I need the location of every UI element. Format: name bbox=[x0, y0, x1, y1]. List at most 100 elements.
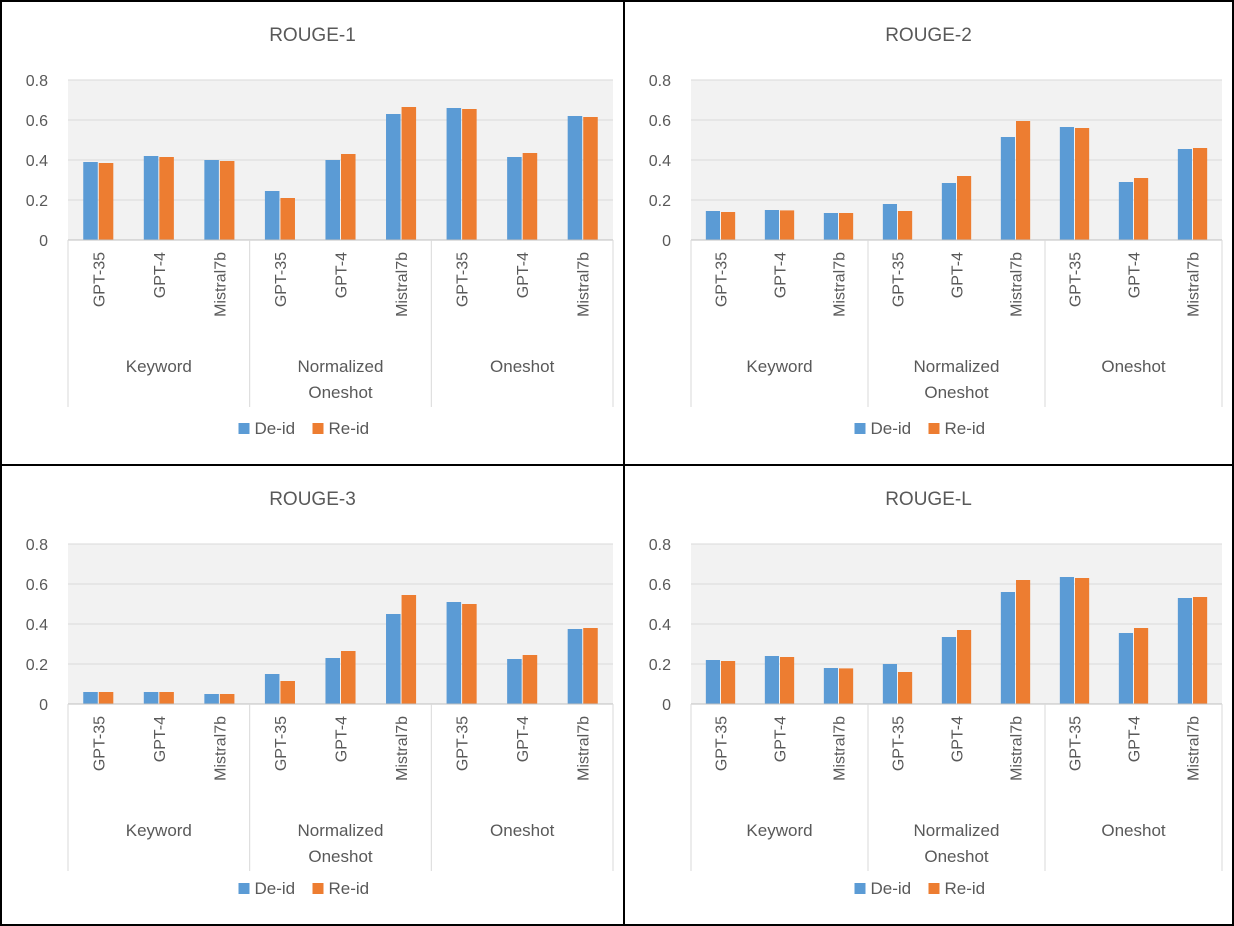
legend-swatch bbox=[854, 883, 866, 894]
bar-de-id bbox=[882, 664, 897, 704]
bar-re-id bbox=[1016, 580, 1031, 704]
x-tick-label: GPT-35 bbox=[1068, 252, 1085, 307]
bar-re-id bbox=[1075, 578, 1090, 704]
x-tick-label: Mistral7b bbox=[1186, 252, 1203, 317]
group-label: Keyword bbox=[126, 821, 192, 840]
x-tick-label: GPT-35 bbox=[714, 252, 731, 307]
bar-de-id bbox=[1000, 137, 1015, 240]
y-tick-label: 0.4 bbox=[26, 617, 48, 634]
bar-re-id bbox=[898, 672, 913, 704]
bar-re-id bbox=[780, 657, 795, 704]
x-tick-label: GPT-4 bbox=[950, 716, 967, 762]
x-tick-label: Mistral7b bbox=[212, 716, 229, 781]
bar-re-id bbox=[401, 595, 417, 704]
x-tick-label: GPT-4 bbox=[152, 252, 169, 298]
group-label: Oneshot bbox=[490, 821, 555, 840]
legend-label: Re-id bbox=[945, 419, 986, 438]
x-tick-label: GPT-35 bbox=[714, 716, 731, 771]
group-label: Oneshot bbox=[308, 383, 373, 402]
x-tick-label: GPT-35 bbox=[455, 716, 472, 771]
bar-de-id bbox=[507, 659, 522, 704]
x-tick-label: GPT-35 bbox=[1068, 716, 1085, 771]
bar-de-id bbox=[1059, 577, 1074, 704]
x-tick-label: Mistral7b bbox=[394, 252, 411, 317]
group-label: Normalized bbox=[914, 821, 1000, 840]
x-tick-label: GPT-35 bbox=[273, 716, 290, 771]
x-tick-label: GPT-35 bbox=[91, 716, 108, 771]
bar-re-id bbox=[1193, 148, 1208, 240]
legend-label: De-id bbox=[255, 419, 296, 438]
x-tick-label: GPT-4 bbox=[1127, 252, 1144, 298]
bar-de-id bbox=[1000, 592, 1015, 704]
bar-de-id bbox=[446, 602, 462, 704]
y-tick-label: 0.4 bbox=[649, 153, 671, 170]
bar-de-id bbox=[325, 160, 340, 240]
y-tick-label: 0.4 bbox=[649, 617, 671, 634]
x-tick-label: GPT-35 bbox=[891, 716, 908, 771]
bar-de-id bbox=[143, 692, 159, 704]
bar-re-id bbox=[957, 630, 972, 704]
legend-swatch bbox=[854, 423, 866, 434]
x-tick-label: Mistral7b bbox=[832, 716, 849, 781]
bar-de-id bbox=[386, 614, 401, 704]
bar-re-id bbox=[280, 198, 295, 240]
bar-re-id bbox=[839, 668, 854, 704]
y-tick-label: 0.8 bbox=[26, 73, 48, 90]
legend-swatch bbox=[238, 423, 250, 434]
bar-re-id bbox=[898, 211, 913, 240]
rouge-2-panel: ROUGE-2 0 0.2 0.4 0.6 0.8 GPT-35 GPT-4 Mistral7b… bbox=[623, 0, 1234, 466]
y-tick-label: 0.6 bbox=[26, 113, 48, 130]
y-tick-label: 0.2 bbox=[649, 193, 671, 210]
y-tick-label: 0.6 bbox=[26, 577, 48, 594]
legend-swatch bbox=[312, 883, 324, 894]
bar-re-id bbox=[780, 210, 795, 240]
x-tick-label: Mistral7b bbox=[576, 716, 593, 781]
legend-label: De-id bbox=[871, 879, 912, 898]
legend-label: Re-id bbox=[329, 879, 370, 898]
x-tick-label: GPT-4 bbox=[334, 716, 351, 762]
y-tick-label: 0 bbox=[662, 697, 671, 714]
bar-re-id bbox=[721, 212, 736, 240]
group-label: Oneshot bbox=[490, 357, 555, 376]
x-tick-label: GPT-35 bbox=[273, 252, 290, 307]
y-tick-label: 0 bbox=[39, 233, 48, 250]
x-tick-label: GPT-35 bbox=[91, 252, 108, 307]
x-tick-label: GPT-4 bbox=[950, 252, 967, 298]
bar-re-id bbox=[341, 154, 356, 240]
rouge-3-panel: ROUGE-3 0 0.2 0.4 0.6 0.8 GPT-35 GPT-4 Mistral7b… bbox=[0, 464, 625, 926]
rouge-1-panel: ROUGE-1 0 0.2 0.4 0.6 0.8 GPT-35 GPT-4 Mistral7b… bbox=[0, 0, 625, 466]
bar-de-id bbox=[764, 656, 779, 704]
x-tick-label: GPT-4 bbox=[773, 716, 790, 762]
bar-de-id bbox=[823, 213, 838, 240]
bar-de-id bbox=[764, 210, 779, 240]
bar-re-id bbox=[159, 157, 174, 240]
bar-re-id bbox=[1193, 597, 1208, 704]
bar-de-id bbox=[1059, 127, 1074, 240]
bar-re-id bbox=[957, 176, 972, 240]
bar-de-id bbox=[507, 157, 522, 240]
y-tick-label: 0.2 bbox=[649, 657, 671, 674]
bar-de-id bbox=[941, 637, 956, 704]
bar-de-id bbox=[1118, 633, 1133, 704]
bar-de-id bbox=[567, 116, 583, 240]
group-label: Oneshot bbox=[924, 847, 989, 866]
bar-re-id bbox=[401, 107, 417, 240]
bar-re-id bbox=[1134, 628, 1149, 704]
group-label: Normalized bbox=[298, 357, 384, 376]
chart-svg: ROUGE-2 0 0.2 0.4 0.6 0.8 GPT-35 GPT-4 Mistral7b… bbox=[649, 25, 1223, 438]
y-tick-label: 0.8 bbox=[26, 537, 48, 554]
bar-re-id bbox=[839, 213, 854, 240]
bar-de-id bbox=[941, 183, 956, 240]
bar-de-id bbox=[1118, 182, 1133, 240]
bar-de-id bbox=[1177, 149, 1192, 240]
bar-re-id bbox=[1134, 178, 1149, 240]
y-tick-label: 0 bbox=[39, 697, 48, 714]
y-tick-label: 0.6 bbox=[649, 577, 671, 594]
x-tick-label: GPT-35 bbox=[455, 252, 472, 307]
chart-title: ROUGE-L bbox=[885, 489, 972, 510]
bar-de-id bbox=[705, 211, 720, 240]
bar-re-id bbox=[583, 117, 598, 240]
bar-de-id bbox=[823, 668, 838, 704]
chart-svg: ROUGE-L 0 0.2 0.4 0.6 0.8 GPT-35 GPT-4 Mistral7b… bbox=[649, 489, 1223, 898]
chart-svg: ROUGE-3 0 0.2 0.4 0.6 0.8 GPT-35 GPT-4 Mistral7b… bbox=[26, 489, 614, 898]
